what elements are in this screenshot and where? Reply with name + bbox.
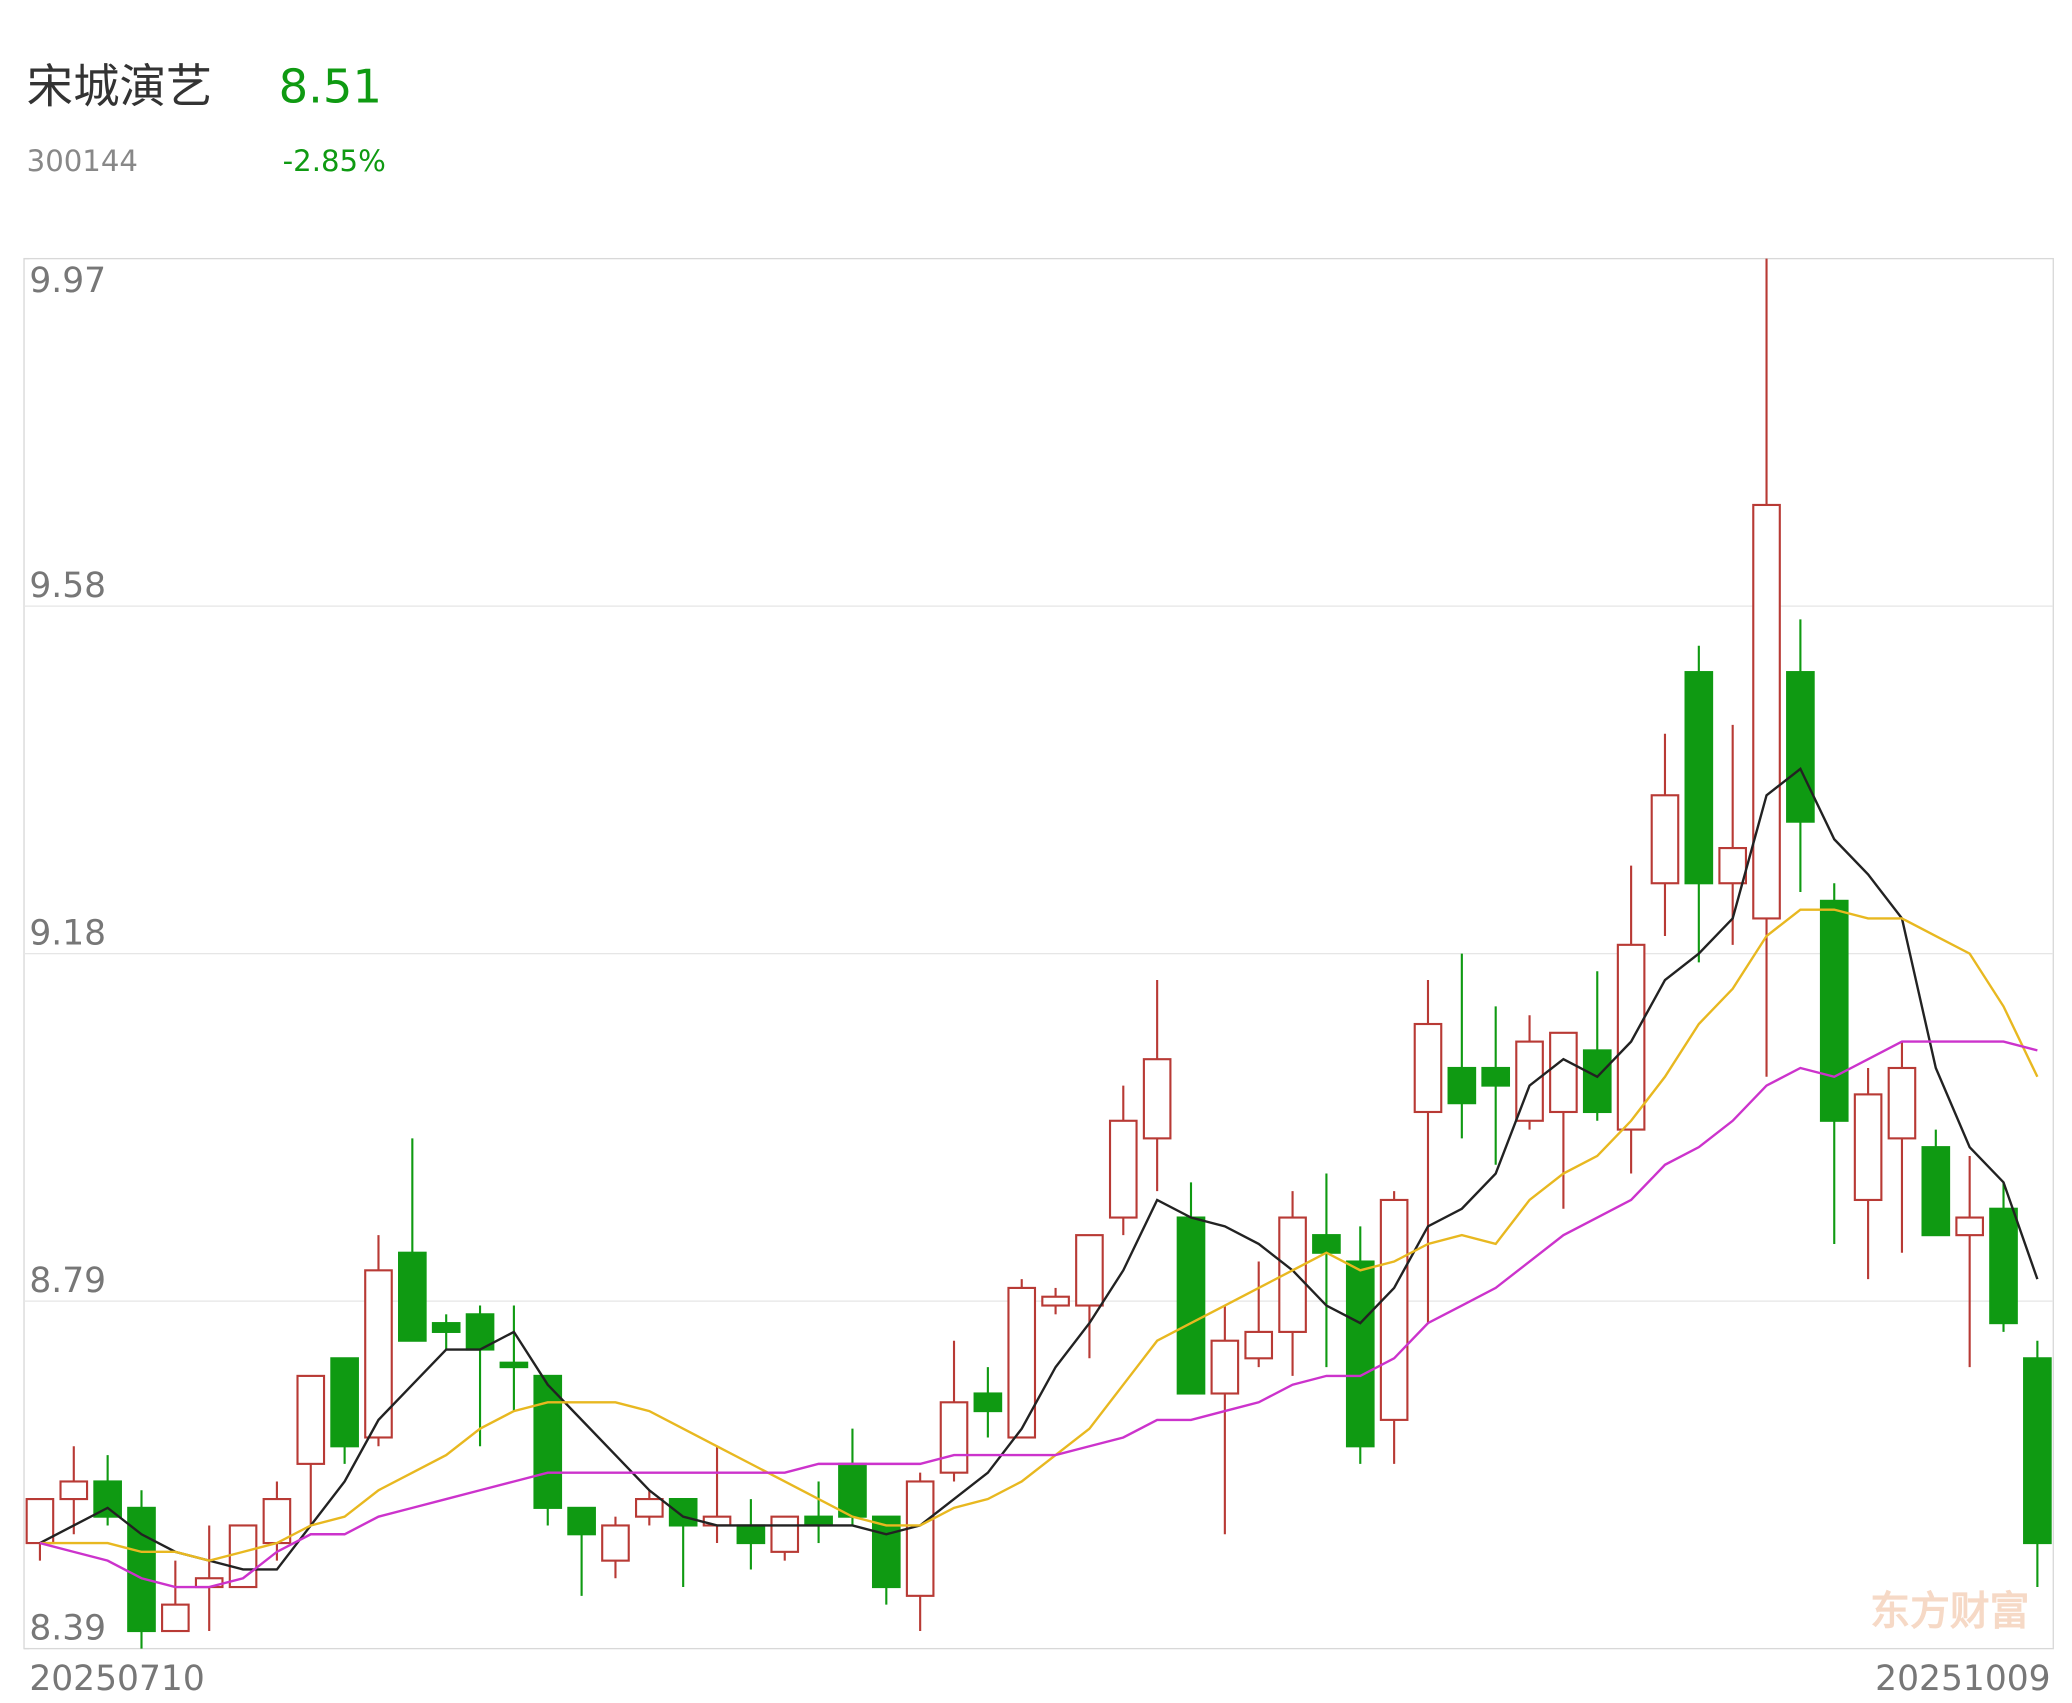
candle-body xyxy=(1244,1330,1274,1360)
candle-body xyxy=(1921,1146,1951,1237)
candle-body xyxy=(1515,1040,1544,1122)
candle-body xyxy=(1075,1234,1104,1307)
candle-body xyxy=(1210,1339,1240,1395)
x-tick-label: 20251009 xyxy=(1875,1659,2050,1699)
candle-body xyxy=(1413,1022,1443,1114)
candle-body xyxy=(634,1498,664,1518)
candle-body xyxy=(1752,503,1781,920)
candle-body xyxy=(1345,1260,1375,1448)
candle-body xyxy=(161,1603,190,1633)
candle-body xyxy=(1853,1093,1883,1202)
candle-body xyxy=(1616,943,1646,1131)
candle-body xyxy=(59,1480,89,1501)
candle-body xyxy=(364,1269,393,1439)
y-tick-label: 9.97 xyxy=(29,261,106,301)
candle-body xyxy=(2023,1357,2052,1545)
candle-body xyxy=(770,1515,800,1553)
candle-body xyxy=(1379,1198,1409,1421)
candle-body xyxy=(871,1515,901,1589)
candle-body xyxy=(1786,671,1815,823)
candle-body xyxy=(398,1251,427,1342)
candle-body xyxy=(1007,1286,1037,1439)
y-tick-label: 9.18 xyxy=(29,914,106,954)
x-tick-label: 20250710 xyxy=(29,1659,204,1699)
y-tick-label: 8.79 xyxy=(29,1261,106,1301)
candle-body xyxy=(1447,1066,1477,1105)
stock-code: 300144 xyxy=(27,144,138,178)
moving-average-line xyxy=(39,1040,2038,1589)
candle-body xyxy=(567,1506,596,1536)
candle-body xyxy=(804,1515,833,1527)
candle-body xyxy=(1887,1066,1917,1140)
candle-body xyxy=(1955,1216,1984,1237)
watermark: 东方财富 xyxy=(1870,1589,2029,1635)
moving-average-line xyxy=(39,908,2039,1562)
candle-body xyxy=(93,1480,122,1518)
candle-body xyxy=(1312,1234,1341,1254)
candle-body xyxy=(533,1374,563,1509)
candle-body xyxy=(736,1524,766,1545)
candle-body xyxy=(25,1498,55,1545)
candle-body xyxy=(1549,1031,1578,1114)
candle-body xyxy=(499,1361,529,1369)
candle-body xyxy=(601,1524,630,1562)
candle-body xyxy=(838,1462,867,1518)
candle-body xyxy=(905,1480,935,1597)
candle-body xyxy=(1989,1207,2018,1325)
candle-body xyxy=(939,1401,969,1474)
candle-body xyxy=(1819,899,1849,1122)
y-tick-label: 8.39 xyxy=(29,1609,106,1649)
candle-body xyxy=(1650,794,1680,885)
candle-body xyxy=(1718,846,1748,885)
stock-name: 宋城演艺 xyxy=(27,60,213,114)
candle-body xyxy=(1481,1066,1511,1087)
candle-body xyxy=(668,1498,698,1527)
candle-body xyxy=(330,1357,359,1448)
stock-change: -2.85% xyxy=(283,144,386,178)
candle-body xyxy=(973,1392,1003,1413)
candle-body xyxy=(1142,1058,1172,1140)
candle-body xyxy=(262,1498,292,1545)
candle-body xyxy=(431,1322,461,1333)
y-tick-label: 9.58 xyxy=(29,566,106,606)
candle-body xyxy=(1108,1119,1138,1219)
candle-body xyxy=(296,1374,326,1465)
candle-body xyxy=(1684,671,1714,885)
candle-body xyxy=(1176,1216,1206,1395)
candle-body xyxy=(1041,1295,1070,1307)
stock-price: 8.51 xyxy=(279,60,382,114)
candle-body xyxy=(1582,1049,1612,1114)
moving-average-line xyxy=(39,767,2039,1571)
